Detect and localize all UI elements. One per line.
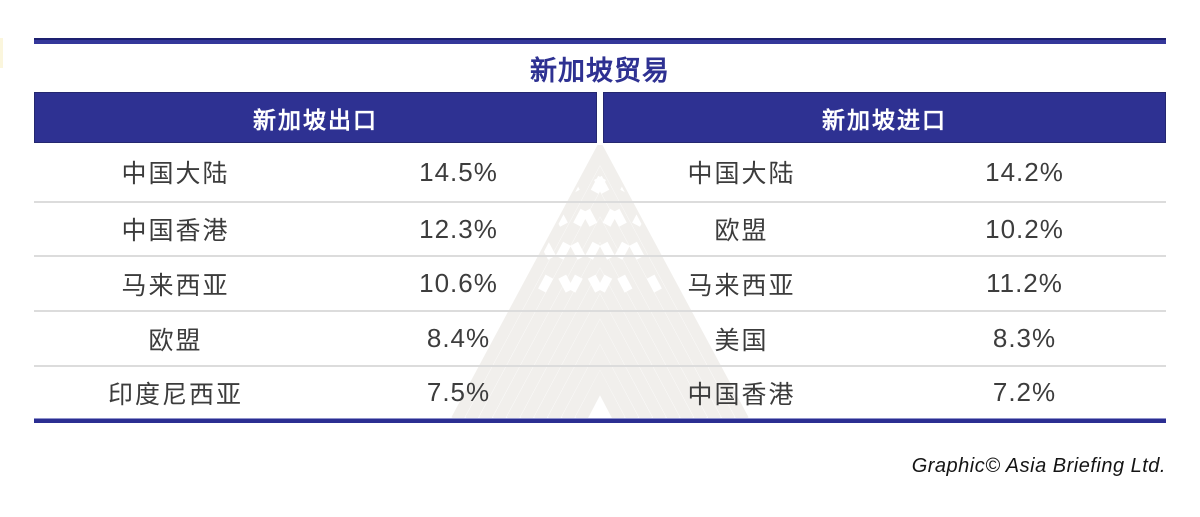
exports-row-4: 欧盟 8.4%	[34, 312, 600, 365]
imports-row-4-value: 8.3%	[992, 323, 1057, 353]
imports-row-5: 中国香港 7.2%	[600, 367, 1166, 418]
exports-row-2: 中国香港 12.3%	[34, 203, 600, 255]
imports-row-2: 欧盟 10.2%	[600, 203, 1166, 255]
exports-row-4-value: 8.4%	[426, 323, 491, 353]
exports-row-4-label: 欧盟	[148, 326, 203, 355]
exports-row-3-value: 10.6%	[419, 268, 498, 298]
exports-row-3-label: 马来西亚	[121, 271, 230, 300]
imports-row-1-label: 中国大陆	[687, 160, 796, 188]
bottom-divider-rule	[34, 418, 1166, 423]
table-body: 中国大陆 14.5% 中国大陆 14.2% 中国香港 12.3% 欧盟 10.2…	[34, 143, 1166, 418]
table-header-row: 新加坡出口 新加坡进口	[34, 92, 1166, 143]
imports-row-1: 中国大陆 14.2%	[600, 143, 1166, 201]
table-row: 马来西亚 10.6% 马来西亚 11.2%	[34, 257, 1166, 312]
table-row: 印度尼西亚 7.5% 中国香港 7.2%	[34, 367, 1166, 418]
page-title: 新加坡贸易	[530, 55, 670, 86]
table-row: 中国大陆 14.5% 中国大陆 14.2%	[34, 143, 1166, 203]
table-row: 中国香港 12.3% 欧盟 10.2%	[34, 203, 1166, 257]
imports-row-4-label: 美国	[714, 326, 769, 355]
imports-row-3: 马来西亚 11.2%	[600, 257, 1166, 310]
scan-edge-artifact	[0, 38, 3, 68]
imports-row-1-value: 14.2%	[985, 156, 1064, 187]
imports-column-header: 新加坡进口	[603, 92, 1166, 143]
imports-row-3-value: 11.2%	[986, 268, 1063, 298]
exports-row-5-value: 7.5%	[426, 377, 491, 407]
imports-row-2-value: 10.2%	[985, 213, 1064, 244]
table-row: 欧盟 8.4% 美国 8.3%	[34, 312, 1166, 367]
imports-row-2-label: 欧盟	[714, 217, 769, 245]
exports-row-1: 中国大陆 14.5%	[34, 143, 600, 201]
imports-row-5-label: 中国香港	[687, 380, 796, 409]
exports-row-1-label: 中国大陆	[121, 160, 230, 188]
exports-column-header: 新加坡出口	[34, 92, 597, 143]
exports-row-5: 印度尼西亚 7.5%	[34, 367, 600, 418]
exports-row-1-value: 14.5%	[419, 156, 498, 187]
top-divider-rule	[34, 38, 1166, 44]
graphic-credit: Graphic© Asia Briefing Ltd.	[911, 455, 1166, 477]
imports-row-5-value: 7.2%	[992, 377, 1057, 407]
imports-row-4: 美国 8.3%	[600, 312, 1166, 365]
exports-row-2-value: 12.3%	[419, 213, 498, 244]
exports-row-5-label: 印度尼西亚	[107, 380, 243, 409]
exports-row-2-label: 中国香港	[121, 217, 230, 245]
imports-row-3-label: 马来西亚	[687, 271, 796, 300]
title-bar: 新加坡贸易	[34, 44, 1166, 92]
exports-row-3: 马来西亚 10.6%	[34, 257, 600, 310]
